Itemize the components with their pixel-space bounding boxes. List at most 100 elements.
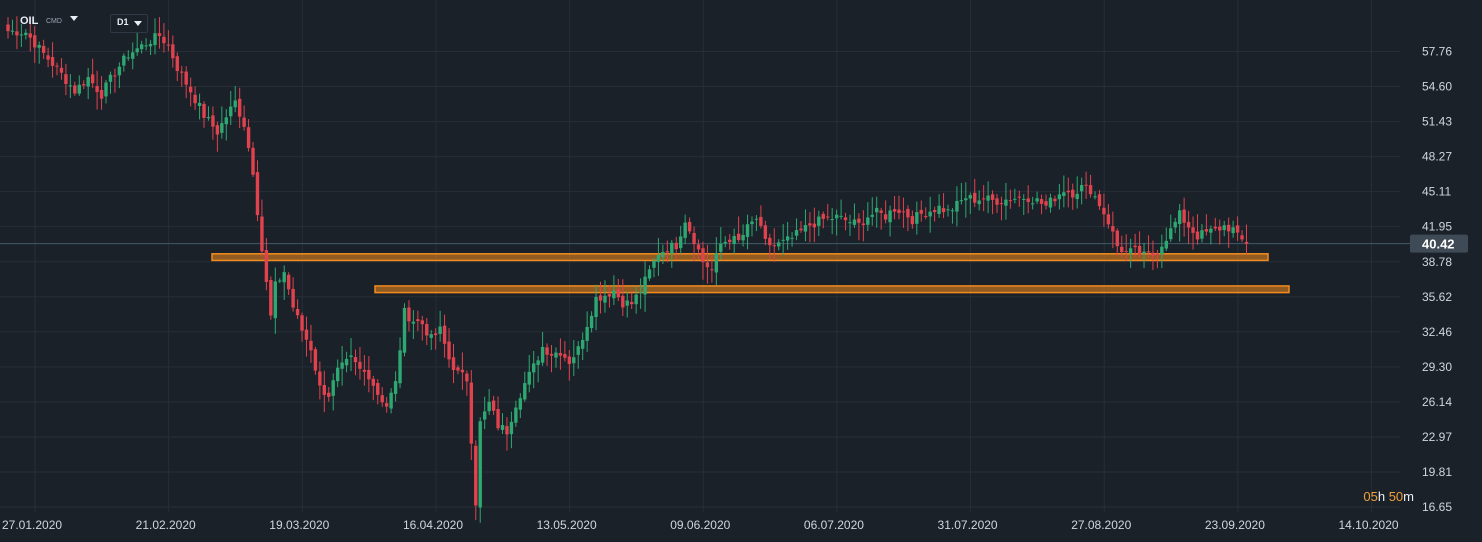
candle-body (300, 315, 304, 331)
candle-body (1244, 241, 1249, 244)
x-tick-label: 09.06.2020 (670, 518, 730, 532)
candle-body (906, 208, 910, 218)
support-zone[interactable] (211, 253, 1269, 262)
y-tick-label: 22.97 (1422, 430, 1452, 444)
candle-body (269, 280, 273, 316)
candle-body (772, 245, 776, 247)
candle-body (714, 253, 719, 273)
candle-body (852, 219, 857, 225)
chart-grid (0, 0, 1400, 512)
candle-body (687, 221, 692, 232)
candle-body (839, 215, 843, 217)
candle-body (834, 214, 839, 219)
candle-body (327, 392, 331, 397)
candle-body (679, 236, 683, 249)
candle-body (260, 216, 264, 252)
candle-body (861, 223, 866, 226)
candle-body (188, 86, 193, 93)
candle-body (59, 67, 64, 73)
support-zone[interactable] (374, 285, 1290, 294)
instrument-symbol[interactable]: OIL (20, 15, 39, 27)
candle-body (924, 216, 928, 218)
candle-body (451, 357, 456, 371)
support-zones (211, 253, 1290, 294)
candle-body (1182, 209, 1186, 223)
candle-body (883, 214, 888, 220)
candle-body (794, 230, 799, 236)
candle-body (286, 274, 291, 290)
candle-body (1030, 203, 1035, 205)
candle-body (202, 103, 206, 118)
candle-body (781, 239, 785, 241)
chevron-down-icon[interactable] (70, 16, 78, 21)
candle-body (603, 295, 607, 303)
candle-body (1066, 190, 1070, 193)
candle-body (754, 218, 759, 220)
candle-body (64, 74, 68, 85)
candle-body (656, 255, 661, 262)
x-tick-label: 19.03.2020 (269, 518, 329, 532)
candle-body (24, 32, 28, 36)
candle-body (90, 74, 95, 84)
candle-body (1035, 198, 1039, 202)
candle-countdown: 05h 50m (1363, 489, 1414, 504)
candle-body (41, 45, 46, 53)
candle-body (1195, 231, 1200, 240)
candle-body (50, 57, 55, 66)
candle-body (28, 33, 32, 38)
candle-body (456, 367, 460, 371)
candle-body (251, 147, 255, 175)
candle-body (139, 44, 144, 50)
candle-body (1191, 227, 1195, 233)
candle-body (1124, 250, 1128, 252)
candle-body (1186, 221, 1191, 228)
candle-body (162, 36, 166, 44)
timeframe-select[interactable]: D1 (110, 14, 148, 33)
candle-body (117, 66, 122, 76)
candle-body (968, 195, 972, 199)
price-axis[interactable]: 57.76 54.60 51.43 48.27 45.11 41.95 38.78 35.62… (1422, 44, 1452, 514)
candle-body (630, 301, 634, 305)
candle-body (919, 209, 923, 214)
candle-body (478, 421, 482, 508)
x-tick-label: 21.02.2020 (136, 518, 196, 532)
candle-body (153, 33, 157, 45)
candle-body (585, 326, 589, 341)
chevron-down-icon (134, 21, 142, 26)
candle-body (981, 198, 986, 200)
candle-body (1204, 229, 1209, 232)
y-tick-label: 54.60 (1422, 79, 1452, 93)
candle-body (812, 223, 817, 228)
candle-body (193, 94, 197, 104)
candle-body (1128, 248, 1133, 254)
candle-body (282, 272, 286, 283)
candle-body (1026, 198, 1030, 202)
x-tick-label: 14.10.2020 (1339, 518, 1399, 532)
candle-body (1004, 199, 1008, 206)
candle-body (1075, 193, 1079, 200)
candle-body (808, 223, 812, 226)
candle-body (1079, 185, 1084, 192)
candle-body (335, 367, 340, 382)
candle-body (197, 102, 202, 106)
candle-body (638, 291, 643, 293)
candle-body (518, 398, 523, 410)
candle-body (322, 385, 327, 395)
candle-body (598, 295, 603, 301)
y-tick-label: 38.78 (1422, 255, 1452, 269)
candle-body (973, 192, 977, 203)
candle-body (148, 43, 153, 47)
candle-body (1200, 230, 1204, 239)
time-axis[interactable]: 27.01.2020 21.02.2020 19.03.2020 16.04.2020… (2, 518, 1399, 532)
candle-body (474, 445, 478, 506)
candle-body (1084, 184, 1088, 186)
candle-body (416, 319, 420, 322)
candles (6, 16, 1249, 523)
y-tick-label: 35.62 (1422, 290, 1452, 304)
candle-body (785, 236, 790, 241)
candle-body (843, 217, 848, 221)
candle-body (1218, 226, 1222, 231)
candle-body (358, 361, 362, 369)
candle-body (255, 172, 260, 216)
